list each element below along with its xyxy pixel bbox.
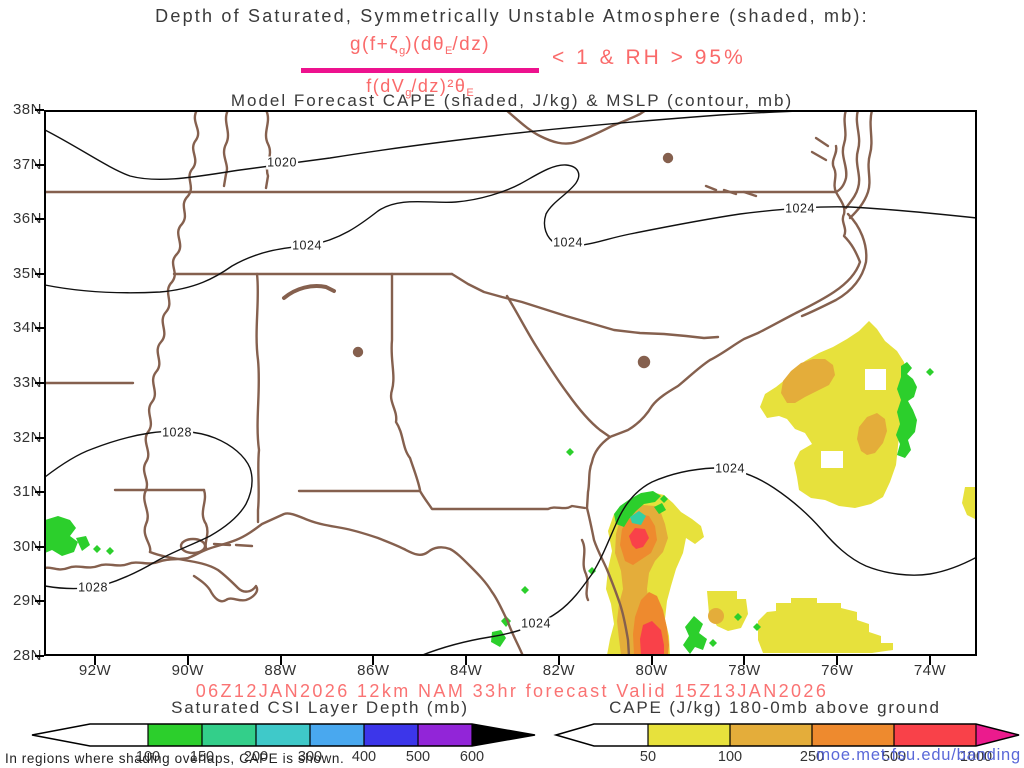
lat-axis-label: 36N xyxy=(12,210,42,228)
contour-label: 1028 xyxy=(161,425,193,440)
lat-axis-tick xyxy=(35,600,44,603)
csi-colorbar-tick-label: 500 xyxy=(405,749,431,765)
cape-colorbar-tick-label: 500 xyxy=(881,749,907,765)
map-frame xyxy=(44,110,977,656)
weather-map xyxy=(44,110,977,656)
lon-axis-label: 78W xyxy=(728,662,761,679)
cape-colorbar-tick-label: 100 xyxy=(717,749,743,765)
lat-axis-tick xyxy=(35,655,44,657)
csi-colorbar-tick-label: 100 xyxy=(135,749,161,765)
lon-axis-label: 84W xyxy=(449,662,483,679)
cape-colorbar-tick-label: 1000 xyxy=(959,749,993,765)
lat-axis-label: 33N xyxy=(12,374,42,391)
lon-axis-tick xyxy=(94,656,96,665)
lat-axis-label: 31N xyxy=(12,483,42,501)
contour-label: 1024 xyxy=(520,616,552,631)
lat-axis-tick xyxy=(35,327,44,330)
formula-fraction-bar xyxy=(301,68,539,73)
lon-axis-label: 76W xyxy=(821,662,854,679)
lat-axis-label: 38N xyxy=(12,101,42,118)
source-url-link[interactable]: moe.met.fsu.edu/banding xyxy=(816,746,1021,764)
lat-axis-label: 34N xyxy=(12,319,42,337)
csi-colorbar-tick-label: 300 xyxy=(297,749,323,765)
lon-axis-label: 90W xyxy=(171,662,204,679)
lat-axis-tick xyxy=(35,218,44,221)
lon-axis-tick xyxy=(743,656,746,665)
lat-axis-tick xyxy=(35,491,44,494)
lat-axis-tick xyxy=(35,109,44,111)
lat-axis-label: 32N xyxy=(12,428,42,446)
contour-label: 1024 xyxy=(552,235,584,250)
lat-axis-label: 35N xyxy=(12,264,42,282)
lat-axis-tick xyxy=(35,545,44,548)
contour-label: 1028 xyxy=(77,580,109,595)
csi-colorbar-tick-label: 200 xyxy=(243,749,269,765)
lat-axis-tick xyxy=(35,272,44,275)
csi-colorbar-title: Saturated CSI Layer Depth (mb) xyxy=(171,698,469,717)
contour-1028 xyxy=(44,430,253,590)
contour-1020 xyxy=(44,110,844,181)
csi-colorbar-tick-label: 400 xyxy=(351,749,377,765)
lon-axis-tick xyxy=(836,656,839,665)
lon-axis-tick xyxy=(372,656,375,665)
lon-axis-label: 86W xyxy=(357,662,390,679)
lat-axis-label: 30N xyxy=(12,537,42,555)
state-borders xyxy=(44,110,874,656)
lon-axis-tick xyxy=(186,656,189,665)
cape-colorbar-tick-label: 50 xyxy=(639,749,657,765)
lon-axis-label: 88W xyxy=(264,662,297,679)
csi-shading-green xyxy=(45,362,934,654)
lon-axis-label: 74W xyxy=(913,662,947,679)
forecast-valid-line: 06Z12JAN2026 12km NAM 33hr forecast Vali… xyxy=(195,681,829,701)
contour-1024-north xyxy=(44,164,977,294)
formula-denominator: f(dVg/dz)²θE xyxy=(366,76,474,99)
lon-axis-tick xyxy=(557,656,560,665)
contour-label: 1024 xyxy=(784,201,816,216)
lat-axis-label: 37N xyxy=(12,155,42,173)
formula-condition: < 1 & RH > 95% xyxy=(552,46,746,69)
cape-colorbar-title: CAPE (J/kg) 180-0mb above ground xyxy=(609,698,941,717)
lat-axis-tick xyxy=(35,436,44,439)
contour-label: 1024 xyxy=(291,238,323,253)
lon-axis-label: 82W xyxy=(542,662,576,679)
csi-shading-teal xyxy=(630,511,646,525)
lon-axis-tick xyxy=(279,656,282,665)
csi-colorbar-tick-label: 150 xyxy=(189,749,215,765)
lat-axis-label: 28N xyxy=(12,647,42,664)
cape-shading-holes xyxy=(821,369,886,468)
page-title: Depth of Saturated, Symmetrically Unstab… xyxy=(155,6,869,26)
page-subtitle: Model Forecast CAPE (shaded, J/kg) & MSL… xyxy=(230,91,794,110)
lon-axis-label: 92W xyxy=(78,662,112,679)
overlap-note: In regions where shading overlaps, CAPE … xyxy=(5,751,345,766)
lat-axis-tick xyxy=(35,163,44,166)
formula-numerator: g(f+ζg)(dθE/dz) xyxy=(349,34,491,57)
lat-axis-label: 29N xyxy=(12,592,42,610)
lon-axis-tick xyxy=(929,656,932,665)
cape-colorbar-tick-label: 250 xyxy=(799,749,825,765)
contour-label: 1024 xyxy=(714,461,746,476)
lon-axis-tick xyxy=(465,656,468,665)
lon-axis-tick xyxy=(650,656,653,665)
csi-colorbar-tick-label: 600 xyxy=(459,749,485,765)
contour-label: 1020 xyxy=(266,155,298,170)
lat-axis-tick xyxy=(35,382,44,384)
cape-shading-red xyxy=(629,528,664,655)
lon-axis-label: 80W xyxy=(635,662,668,679)
